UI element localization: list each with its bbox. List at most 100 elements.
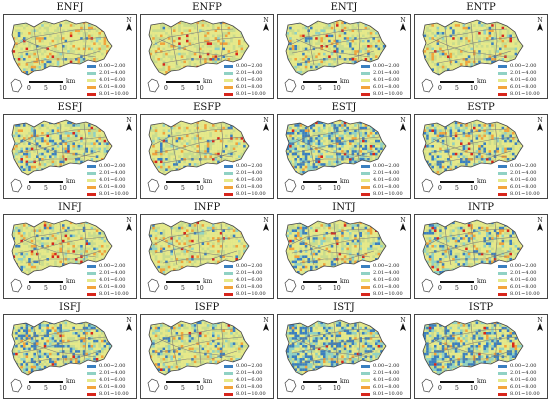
scale-segment [457,181,474,183]
legend-label: 2.01~4.00 [510,170,537,176]
map-frame: N 0.00~2.00 2.01~4.00 4.01~6.00 6.01~8.00 8.0… [277,214,411,299]
scale-tick: 10 [333,185,341,192]
legend: 0.00~2.00 2.01~4.00 4.01~6.00 6.01~8.00 8.01… [361,263,410,298]
island-outline [147,78,160,93]
choropleth-map [284,319,387,393]
legend-label: 0.00~2.00 [236,163,263,169]
legend-swatch [87,65,96,68]
legend-swatch [361,293,370,296]
north-label: N [263,17,269,24]
legend-swatch [87,372,96,375]
region-outline [11,119,113,176]
map-panel-istj: ISTJ N 0.00~2.00 2.01~4.00 4.01~6.00 6.01~8.0… [277,302,411,399]
scale-segment [440,81,457,83]
scale-segment [46,181,63,183]
scale-tick: 5 [318,85,322,92]
road-line [158,238,234,258]
road-line [33,26,41,66]
legend-label: 4.01~6.00 [373,377,400,383]
legend-label: 2.01~4.00 [236,70,263,76]
legend-entry: 2.01~4.00 [361,70,410,77]
legend-entry: 4.01~6.00 [498,177,547,184]
road-line [170,326,178,366]
north-label: N [400,317,406,324]
scale-segment [320,81,337,83]
legend-label: 8.01~10.00 [373,291,403,297]
legend-swatch [224,272,233,275]
road-line [432,338,508,358]
legend-entry: 4.01~6.00 [224,177,273,184]
legend-swatch [224,165,233,168]
legend-label: 0.00~2.00 [99,163,126,169]
legend-label: 0.00~2.00 [373,263,400,269]
legend-swatch [361,79,370,82]
legend-swatch [361,86,370,89]
road-line [333,222,339,266]
legend: 0.00~2.00 2.01~4.00 4.01~6.00 6.01~8.00 8.01… [224,63,273,98]
north-arrow-icon: N [398,18,408,31]
legend-swatch [498,86,507,89]
scale-bar: km 0 5 10 [163,278,225,297]
region-outline [422,219,524,276]
island-outline [421,78,434,93]
road-line [196,322,202,366]
road-line [59,222,65,266]
map-frame: N 0.00~2.00 2.01~4.00 4.01~6.00 6.01~8.00 8.0… [277,14,411,99]
legend-swatch [224,365,233,368]
choropleth-map [421,19,524,93]
legend-entry: 2.01~4.00 [498,370,547,377]
legend-entry: 8.01~10.00 [224,191,273,198]
legend: 0.00~2.00 2.01~4.00 4.01~6.00 6.01~8.00 8.01… [87,63,136,98]
map-panel-isfp: ISFP N 0.00~2.00 2.01~4.00 4.01~6.00 6.01~8.0… [140,302,274,399]
choropleth-map [147,19,250,93]
legend-swatch [224,372,233,375]
legend-swatch [361,386,370,389]
scale-tick: 5 [318,285,322,292]
choropleth-map [10,219,113,293]
road-line [299,150,375,164]
map-frame: N 0.00~2.00 2.01~4.00 4.01~6.00 6.01~8.00 8.0… [140,314,274,399]
road-line [289,228,371,246]
map-panel-intp: INTP N 0.00~2.00 2.01~4.00 4.01~6.00 6.01~8.0… [414,202,548,299]
legend-entry: 0.00~2.00 [498,263,547,270]
scale-tick: 5 [455,85,459,92]
legend-entry: 4.01~6.00 [87,277,136,284]
legend-label: 4.01~6.00 [99,177,126,183]
legend-swatch [87,279,96,282]
legend-entry: 8.01~10.00 [224,391,273,398]
legend-label: 2.01~4.00 [373,270,400,276]
legend-entry: 0.00~2.00 [361,363,410,370]
legend-label: 2.01~4.00 [99,170,126,176]
legend-entry: 0.00~2.00 [87,163,136,170]
road-line [162,250,238,264]
north-label: N [400,117,406,124]
legend-label: 6.01~8.00 [236,184,263,190]
legend-label: 8.01~10.00 [236,391,266,397]
legend-label: 4.01~6.00 [510,377,537,383]
legend-entry: 6.01~8.00 [224,384,273,391]
scale-segment [29,181,46,183]
legend-swatch [87,86,96,89]
legend-entry: 4.01~6.00 [224,277,273,284]
scale-bar: km 0 5 10 [300,278,362,297]
legend-entry: 4.01~6.00 [224,77,273,84]
legend-label: 6.01~8.00 [99,384,126,390]
road-line [25,250,101,264]
north-arrow-icon: N [124,18,134,31]
island-outline [147,178,160,193]
road-line [25,150,101,164]
road-line [333,22,339,66]
scale-tick: 5 [455,385,459,392]
legend-label: 0.00~2.00 [99,63,126,69]
scale-bar: km 0 5 10 [26,178,88,197]
map-panel-enfp: ENFP N 0.00~2.00 2.01~4.00 4.01~6.00 6.01~8.0… [140,2,274,99]
island-outline [421,178,434,193]
legend-entry: 6.01~8.00 [361,284,410,291]
road-line [333,322,339,366]
scale-tick: 0 [27,85,31,92]
scale-segment [440,181,457,183]
legend-swatch [498,172,507,175]
scale-segment [457,381,474,383]
legend-label: 8.01~10.00 [510,91,540,97]
legend-entry: 0.00~2.00 [87,363,136,370]
